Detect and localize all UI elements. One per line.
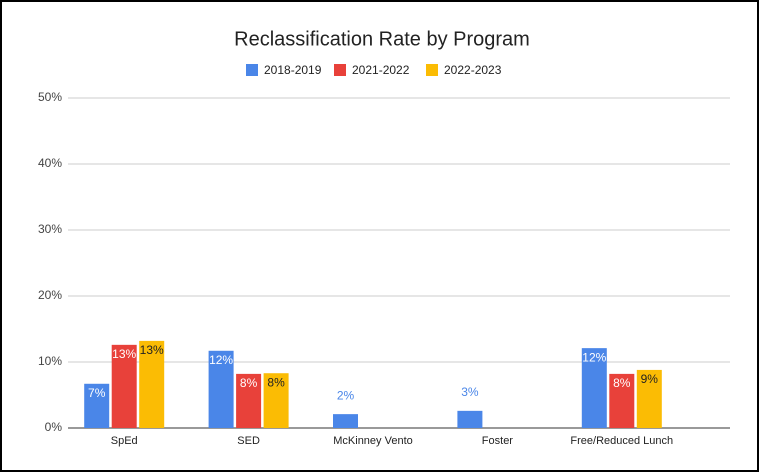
bar bbox=[609, 373, 635, 428]
bar bbox=[139, 340, 165, 428]
value-label: 13% bbox=[112, 347, 136, 361]
value-label: 8% bbox=[613, 376, 631, 390]
value-label: 13% bbox=[140, 343, 164, 357]
legend-swatch bbox=[246, 64, 258, 76]
bar bbox=[208, 350, 234, 428]
bar bbox=[636, 369, 662, 428]
y-tick-label: 40% bbox=[38, 156, 62, 170]
value-label: 2% bbox=[337, 388, 355, 402]
legend-swatch bbox=[426, 64, 438, 76]
chart-title: Reclassification Rate by Program bbox=[234, 28, 530, 50]
value-label: 12% bbox=[209, 353, 233, 367]
x-tick-label: Foster bbox=[482, 435, 514, 447]
bar bbox=[333, 414, 358, 428]
bar bbox=[457, 410, 483, 428]
value-label: 8% bbox=[267, 375, 285, 389]
bar bbox=[581, 348, 607, 428]
x-tick-label: SED bbox=[237, 435, 260, 447]
y-tick-label: 20% bbox=[38, 288, 62, 302]
x-tick-label: Free/Reduced Lunch bbox=[570, 435, 673, 447]
x-tick-label: SpEd bbox=[111, 435, 138, 447]
legend-label: 2018-2019 bbox=[264, 63, 322, 77]
y-tick-label: 30% bbox=[38, 222, 62, 236]
legend-label: 2021-2022 bbox=[352, 63, 410, 77]
bar bbox=[111, 344, 137, 428]
bar bbox=[236, 373, 262, 428]
value-label: 3% bbox=[461, 385, 479, 399]
value-label: 7% bbox=[88, 386, 106, 400]
value-label: 8% bbox=[240, 376, 258, 390]
legend-swatch bbox=[334, 64, 346, 76]
legend-label: 2022-2023 bbox=[444, 63, 502, 77]
y-tick-label: 10% bbox=[38, 354, 62, 368]
bar bbox=[84, 383, 110, 428]
y-tick-label: 0% bbox=[45, 420, 63, 434]
value-label: 9% bbox=[641, 372, 659, 386]
bar bbox=[263, 373, 289, 428]
x-tick-label: McKinney Vento bbox=[333, 435, 413, 447]
value-label: 12% bbox=[582, 350, 606, 364]
y-tick-label: 50% bbox=[38, 90, 62, 104]
